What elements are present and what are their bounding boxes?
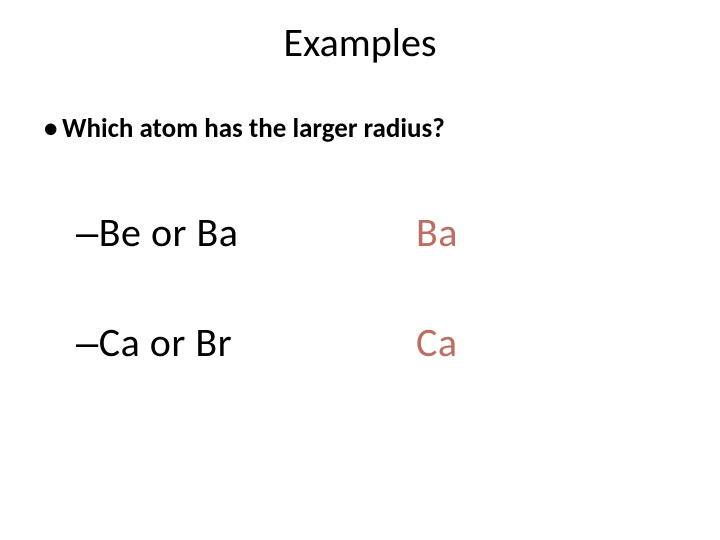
slide-title: Examples (0, 18, 720, 67)
example-2-question: –Ca or Br (76, 318, 416, 367)
question-bullet: •Which atom has the larger radius? (44, 112, 445, 145)
example-1-answer: Ba (416, 208, 458, 257)
dash-2: – (76, 321, 99, 365)
example-1-pair: Be or Ba (99, 208, 239, 257)
example-row-2: –Ca or BrCa (76, 318, 676, 367)
example-1-question: –Be or Ba (76, 208, 416, 257)
example-row-1: –Be or BaBa (76, 208, 676, 257)
bullet-marker: • (44, 112, 62, 145)
dash-1: – (76, 211, 99, 255)
example-2-answer: Ca (416, 318, 458, 367)
question-text: Which atom has the larger radius? (62, 112, 445, 145)
example-2-pair: Ca or Br (99, 318, 232, 367)
